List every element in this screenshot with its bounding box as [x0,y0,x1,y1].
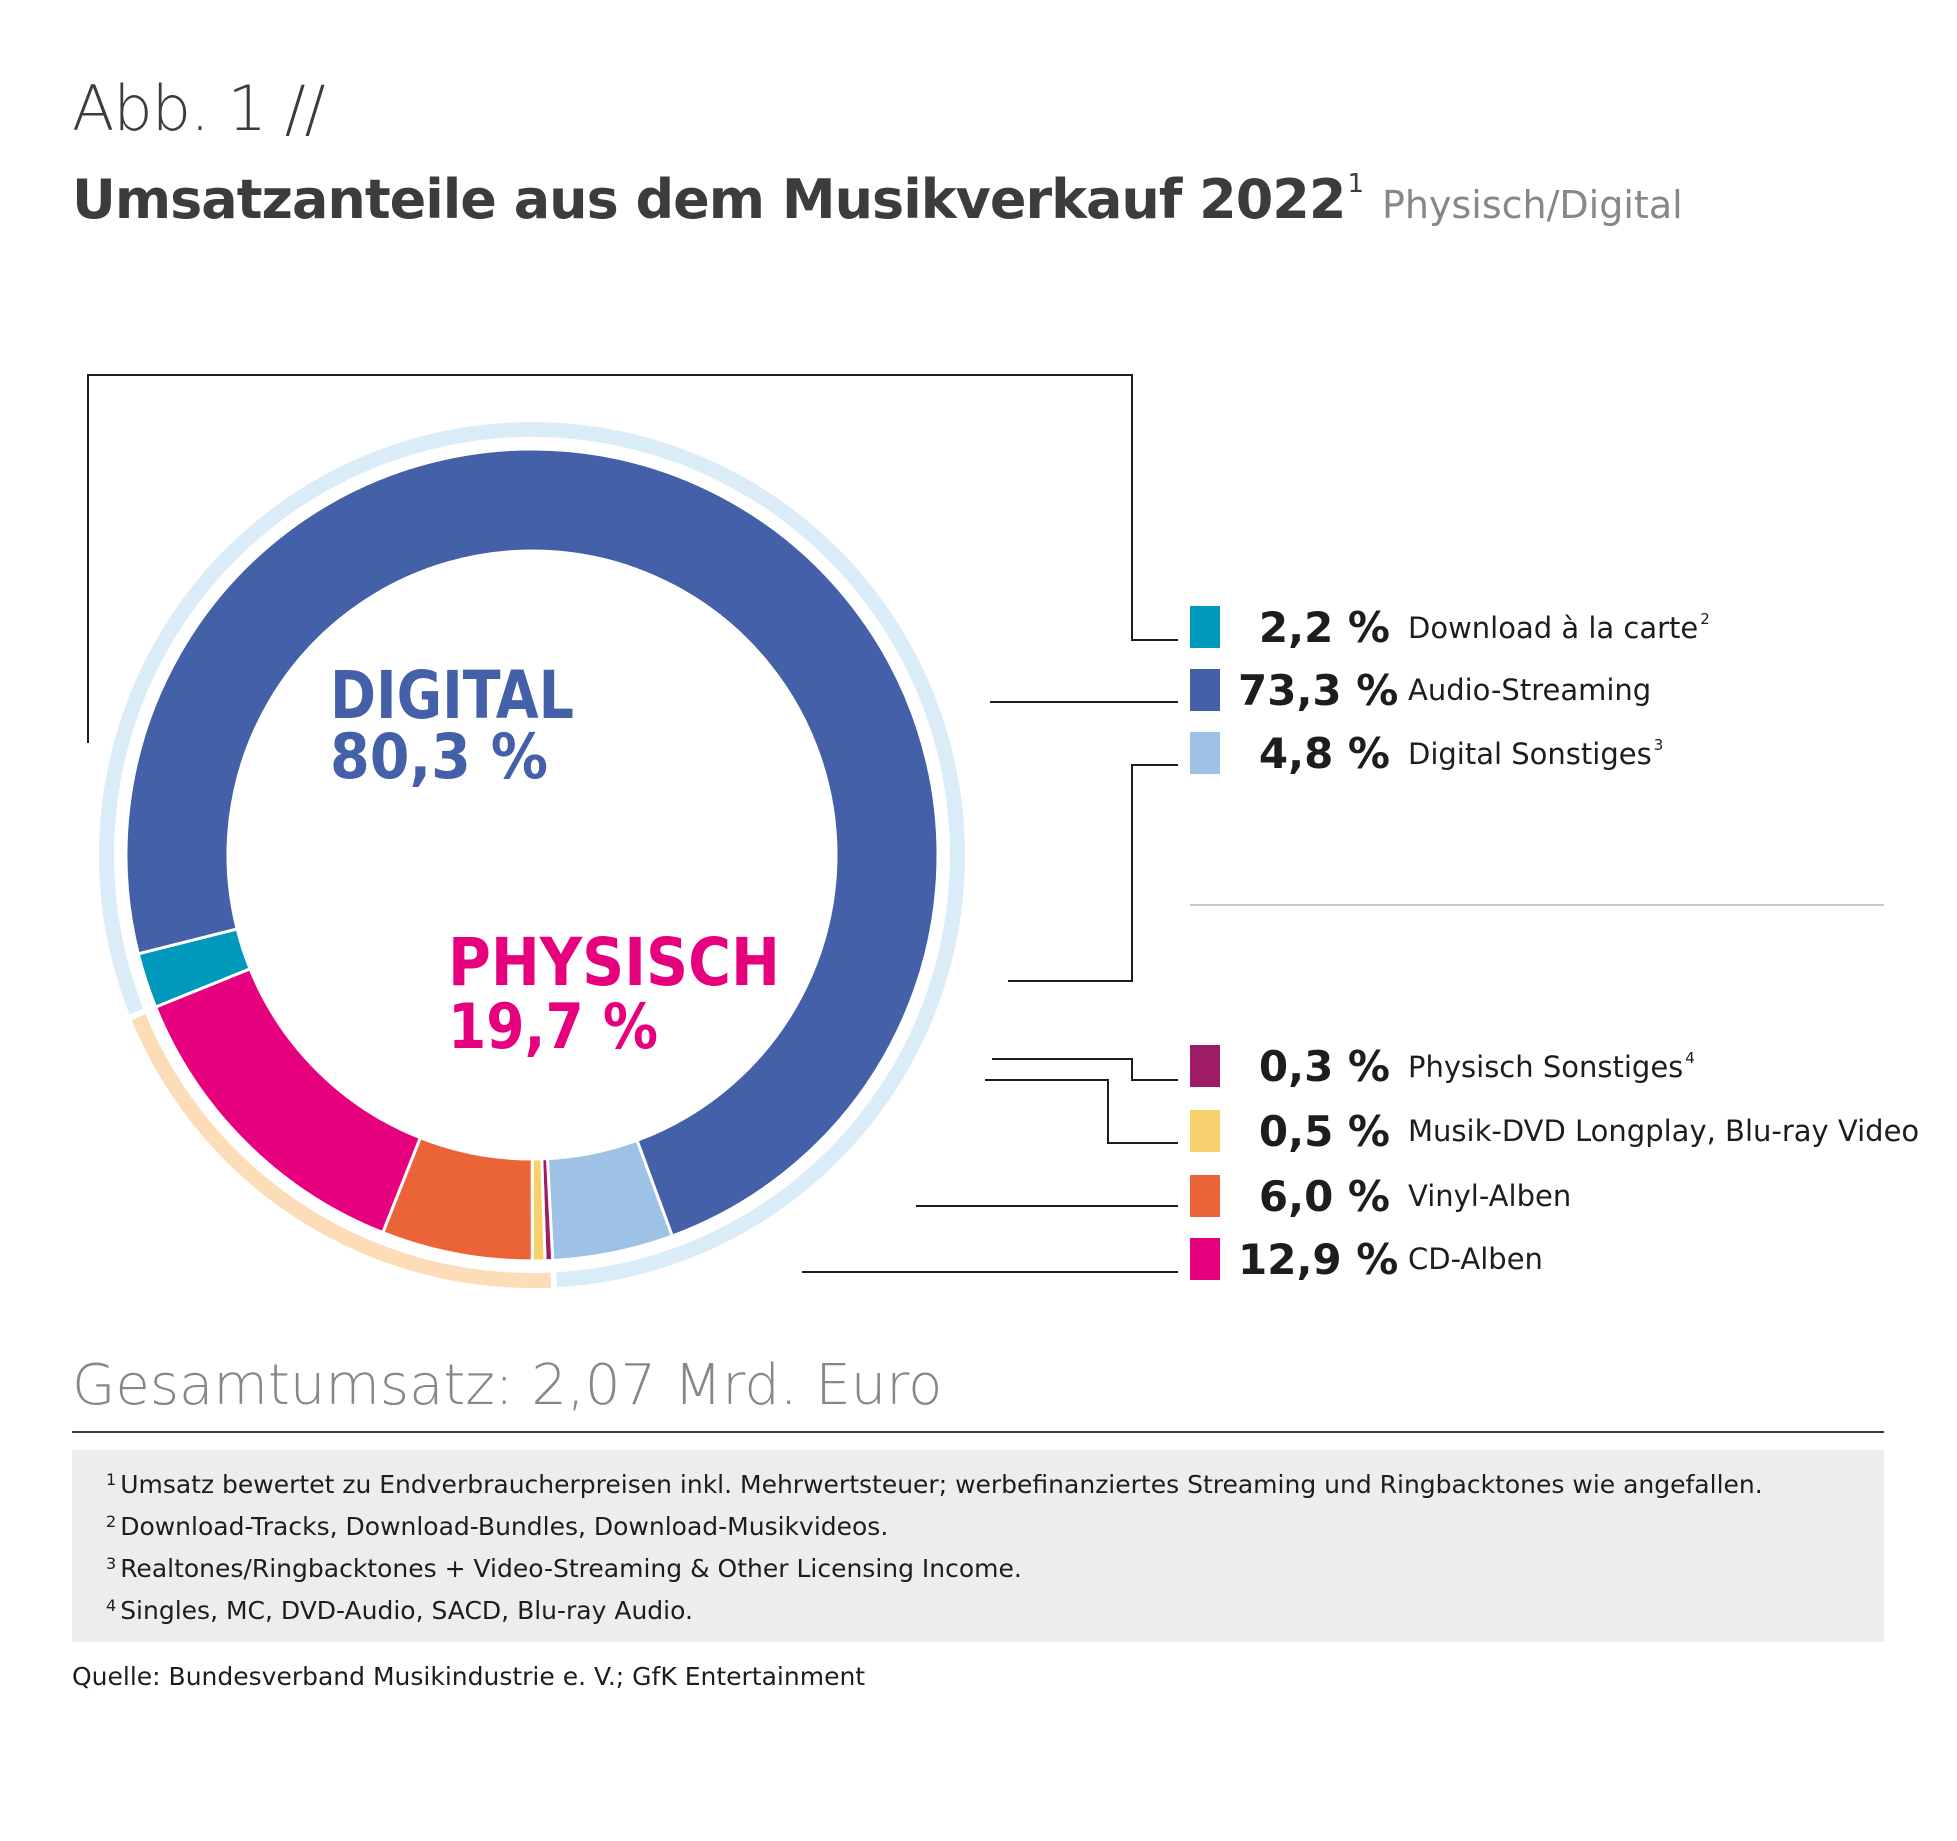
legend-value: 0,5 % [1258,1106,1390,1156]
group-label-digital: DIGITAL [330,657,574,734]
donut-chart: DIGITAL 80,3 % PHYSISCH 19,7 % [87,374,1178,1288]
footnote-2: 2 Download-Tracks, Download-Bundles, Down… [106,1512,889,1541]
footnote-1: 1 Umsatz bewertet zu Endverbraucherpreise… [106,1470,1763,1499]
leader-line-3 [1008,764,1178,982]
legend-label: Musik-DVD Longplay, Blu-ray Video [1408,1114,1920,1148]
leader-line-1 [87,374,1178,743]
legend-footnote-marker: 3 [1653,735,1664,754]
group-value-physisch: 19,7 % [448,990,658,1063]
legend-label: Physisch Sonstiges 4 [1408,1048,1695,1084]
total-divider [72,1431,1884,1433]
center-labels: DIGITAL 80,3 % PHYSISCH 19,7 % [330,657,780,1063]
legend-item: 4,8 % Digital Sonstiges 3 [1190,728,1663,778]
legend-label: CD-Alben [1408,1242,1543,1276]
legend-label: Download à la carte 2 [1408,609,1710,645]
leader-line-4 [992,1058,1178,1081]
legend-footnote-marker: 2 [1700,609,1710,628]
legend-footnote-marker: 4 [1685,1048,1695,1067]
leader-line-5 [985,1079,1178,1144]
donut-slices [124,447,940,1263]
footnotes-box: 1 Umsatz bewertet zu Endverbraucherpreise… [72,1450,1884,1642]
figure-label: Abb. 1 // [72,72,325,145]
group-ring-physisch [131,1014,552,1288]
total-revenue: Gesamtumsatz: 2,07 Mrd. Euro [72,1353,943,1418]
title-footnote-marker: 1 [1347,169,1364,199]
legend-swatch [1190,669,1220,711]
leader-lines [87,374,1178,1273]
legend-value: 73,3 % [1238,665,1399,715]
footnote-4: 4 Singles, MC, DVD-Audio, SACD, Blu-ray A… [106,1596,693,1625]
group-label-physisch: PHYSISCH [448,924,780,1001]
legend-value: 12,9 % [1238,1234,1399,1284]
legend-value: 2,2 % [1258,602,1390,652]
chart-subtitle: Physisch/Digital [1382,183,1683,227]
chart-title: Umsatzanteile aus dem Musikverkauf 2022 [72,168,1346,231]
legend-divider [1190,904,1884,906]
legend-label: Digital Sonstiges 3 [1408,735,1664,771]
legend-item: 2,2 % Download à la carte 2 [1190,602,1710,652]
legend-swatch [1190,1110,1220,1152]
legend-item: 73,3 % Audio-Streaming [1190,665,1651,715]
donut-slice-2 [124,447,940,1238]
legend-swatch [1190,606,1220,648]
legend-item: 12,9 % CD-Alben [1190,1234,1543,1284]
donut-slice-5 [530,1157,547,1263]
footnote-3: 3 Realtones/Ringbacktones + Video-Streami… [106,1554,1022,1583]
legend-swatch [1190,1045,1220,1087]
legend-swatch [1190,732,1220,774]
source-note: Quelle: Bundesverband Musikindustrie e. … [72,1662,866,1691]
legend-item: 0,3 % Physisch Sonstiges 4 [1190,1041,1695,1091]
legend-label: Audio-Streaming [1408,673,1652,707]
legend-swatch [1190,1175,1220,1217]
legend-value: 6,0 % [1258,1171,1390,1221]
legend-swatch [1190,1238,1220,1280]
legend-value: 4,8 % [1258,728,1390,778]
legend-item: 6,0 % Vinyl-Alben [1190,1171,1571,1221]
donut-slice-7 [153,966,423,1235]
group-rings [99,422,965,1288]
legend-item: 0,5 % Musik-DVD Longplay, Blu-ray Video [1190,1106,1919,1156]
legend-value: 0,3 % [1258,1041,1390,1091]
title-row: Umsatzanteile aus dem Musikverkauf 20221… [72,168,1683,231]
legend-label: Vinyl-Alben [1408,1179,1572,1213]
group-value-digital: 80,3 % [330,720,548,793]
